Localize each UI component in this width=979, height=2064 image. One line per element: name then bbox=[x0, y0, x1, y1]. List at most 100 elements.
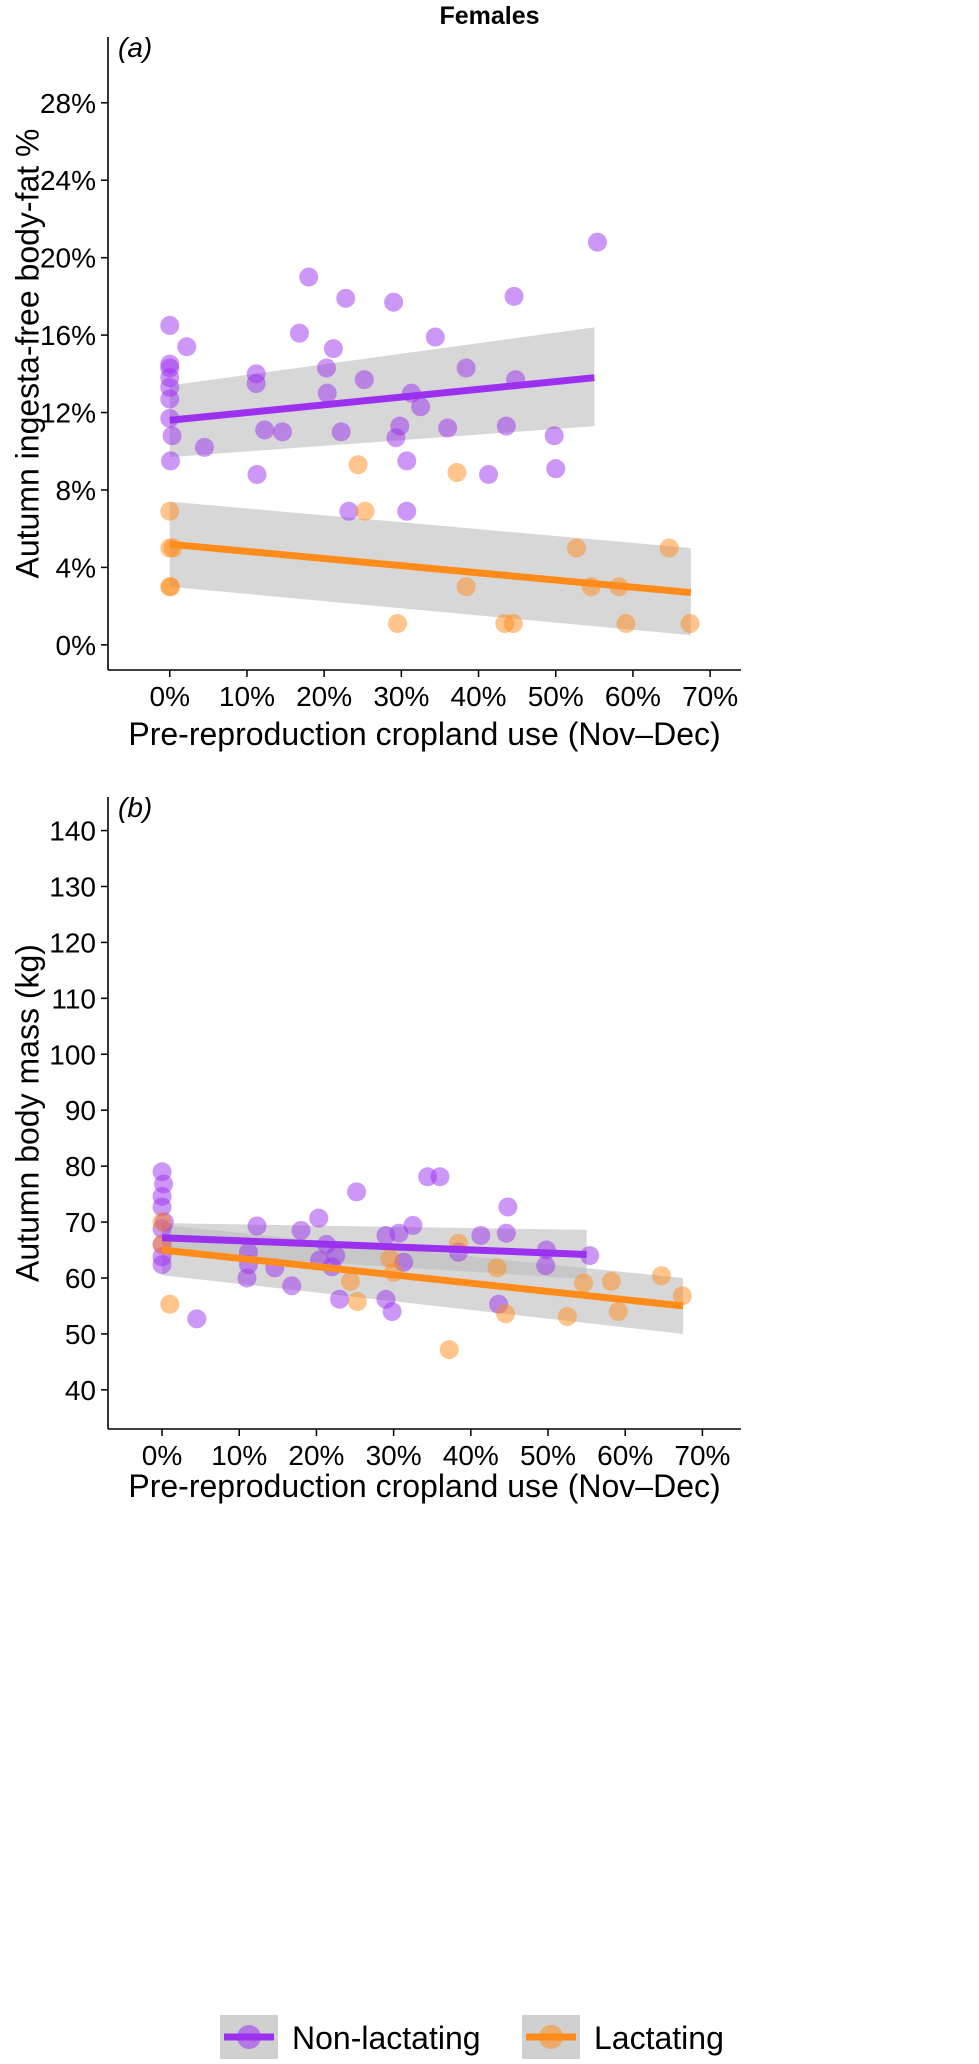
series-lactating bbox=[152, 1212, 692, 1360]
data-point bbox=[496, 1304, 516, 1324]
data-point bbox=[347, 1182, 367, 1202]
y-axis-title: Autumn body mass (kg) bbox=[9, 944, 45, 1282]
data-point bbox=[272, 422, 292, 442]
data-point bbox=[160, 501, 180, 521]
data-point bbox=[152, 1212, 172, 1232]
data-point bbox=[194, 437, 214, 457]
data-point bbox=[323, 339, 343, 359]
data-point bbox=[161, 577, 181, 597]
x-tick-label: 50% bbox=[520, 1440, 576, 1471]
data-point bbox=[672, 1286, 692, 1306]
trend-line bbox=[169, 374, 595, 424]
y-tick-label: 50 bbox=[65, 1319, 96, 1350]
data-point bbox=[160, 389, 180, 409]
x-tick-label: 60% bbox=[597, 1440, 653, 1471]
y-tick-label: 120 bbox=[49, 927, 96, 958]
x-tick-label: 30% bbox=[366, 1440, 422, 1471]
data-point bbox=[397, 451, 417, 471]
data-point bbox=[355, 501, 375, 521]
x-tick-label: 30% bbox=[373, 681, 429, 712]
data-point bbox=[498, 1197, 518, 1217]
y-tick-label: 24% bbox=[40, 165, 96, 196]
data-point bbox=[384, 292, 404, 312]
series-non-lactating bbox=[160, 232, 607, 521]
legend-label-lactating: Lactating bbox=[594, 2020, 724, 2056]
data-point bbox=[456, 358, 476, 378]
data-point bbox=[316, 358, 336, 378]
data-point bbox=[291, 1220, 311, 1240]
data-point bbox=[160, 1294, 180, 1314]
data-point bbox=[487, 1258, 507, 1278]
data-point bbox=[382, 1302, 402, 1322]
data-point bbox=[299, 267, 319, 287]
data-point bbox=[354, 370, 374, 390]
y-tick-label: 90 bbox=[65, 1095, 96, 1126]
y-axis-title: Autumn ingesta-free body-fat % bbox=[9, 128, 45, 578]
data-point bbox=[680, 614, 700, 634]
data-point bbox=[397, 501, 417, 521]
data-point bbox=[608, 1302, 628, 1322]
panel-tag: (b) bbox=[118, 792, 152, 823]
legend-label-non-lactating: Non-lactating bbox=[292, 2020, 481, 2056]
data-point bbox=[247, 464, 267, 484]
data-point bbox=[317, 383, 337, 403]
x-axis-title: Pre-reproduction cropland use (Nov–Dec) bbox=[128, 1468, 720, 1504]
data-point bbox=[339, 501, 359, 521]
y-tick-label: 110 bbox=[51, 983, 96, 1014]
data-point bbox=[309, 1208, 329, 1228]
data-point bbox=[289, 323, 309, 343]
y-tick-label: 28% bbox=[40, 88, 96, 119]
trend-line bbox=[161, 1246, 684, 1310]
data-point bbox=[546, 459, 566, 479]
data-point bbox=[601, 1271, 621, 1291]
data-point bbox=[340, 1271, 360, 1291]
y-tick-label: 70 bbox=[65, 1207, 96, 1238]
data-point bbox=[331, 422, 351, 442]
x-tick-label: 40% bbox=[451, 681, 507, 712]
data-point bbox=[330, 1289, 350, 1309]
panel-tag: (a) bbox=[118, 32, 152, 63]
y-tick-label: 8% bbox=[56, 475, 96, 506]
data-point bbox=[456, 577, 476, 597]
y-tick-label: 130 bbox=[49, 871, 96, 902]
x-tick-label: 0% bbox=[142, 1440, 182, 1471]
trend-line bbox=[169, 540, 692, 597]
x-tick-label: 70% bbox=[682, 681, 738, 712]
y-tick-label: 4% bbox=[56, 552, 96, 583]
y-tick-label: 0% bbox=[56, 630, 96, 661]
x-tick-label: 40% bbox=[443, 1440, 499, 1471]
y-tick-label: 140 bbox=[49, 816, 96, 847]
legend-item-lactating: Lactating bbox=[522, 2015, 724, 2059]
data-point bbox=[162, 426, 182, 446]
data-point bbox=[471, 1225, 491, 1245]
x-tick-label: 50% bbox=[528, 681, 584, 712]
y-tick-label: 20% bbox=[40, 243, 96, 274]
data-point bbox=[651, 1266, 671, 1286]
data-point bbox=[348, 455, 368, 475]
data-point bbox=[544, 426, 564, 446]
data-point bbox=[496, 1223, 516, 1243]
data-point bbox=[496, 416, 516, 436]
series-lactating bbox=[160, 455, 700, 634]
data-point bbox=[403, 1215, 423, 1235]
data-point bbox=[282, 1276, 302, 1296]
y-tick-label: 12% bbox=[40, 398, 96, 429]
data-point bbox=[479, 464, 499, 484]
data-point bbox=[152, 1255, 172, 1275]
data-point bbox=[336, 288, 356, 308]
data-point bbox=[659, 538, 679, 558]
data-point bbox=[425, 327, 445, 347]
data-point bbox=[557, 1307, 577, 1327]
data-point bbox=[152, 1197, 172, 1217]
data-point bbox=[187, 1309, 207, 1329]
data-point bbox=[587, 232, 607, 252]
x-tick-label: 60% bbox=[605, 681, 661, 712]
data-point bbox=[160, 315, 180, 335]
data-point bbox=[247, 1216, 267, 1236]
trend-line bbox=[161, 1234, 587, 1258]
y-tick-label: 16% bbox=[40, 320, 96, 351]
legend: Non-lactating Lactating bbox=[220, 2015, 724, 2059]
data-point bbox=[411, 397, 431, 417]
